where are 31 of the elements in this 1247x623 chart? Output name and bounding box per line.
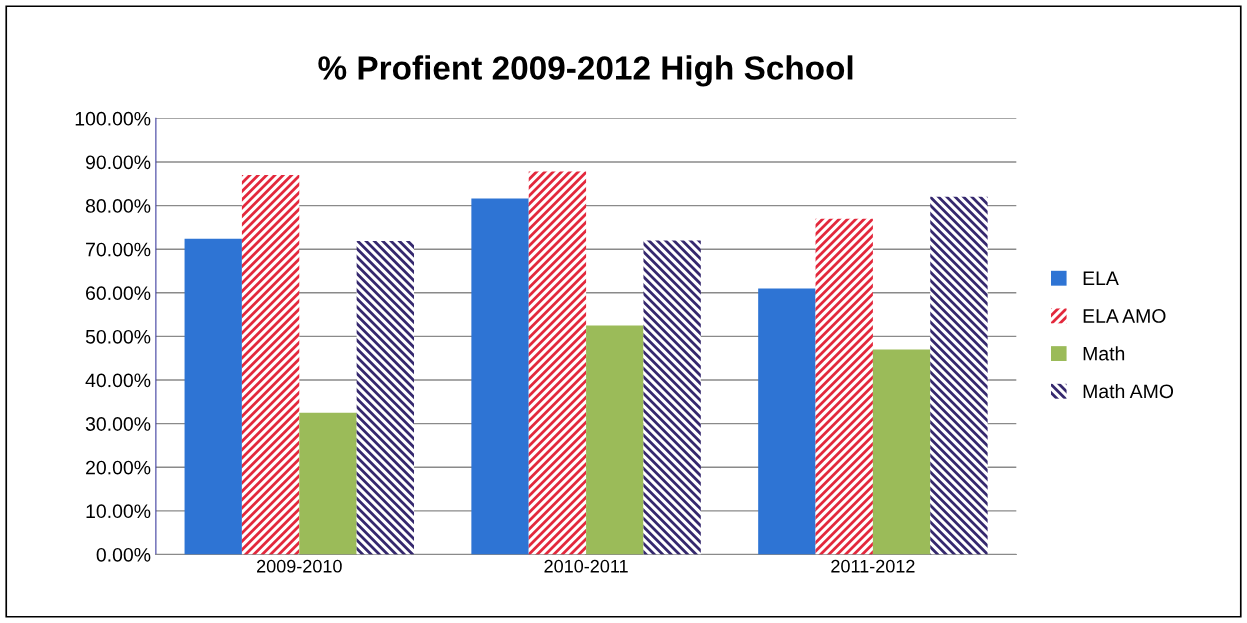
- bar: [930, 196, 988, 555]
- bar: [299, 412, 357, 555]
- y-tick-label: 30.00%: [85, 417, 151, 431]
- bar: [872, 349, 931, 555]
- y-tick-label: 50.00%: [85, 329, 151, 344]
- chart-title: % Profient 2009-2012 High School: [318, 55, 853, 87]
- y-tick-label: 20.00%: [86, 460, 151, 475]
- legend-label: ELA: [1083, 271, 1119, 285]
- bar: [471, 198, 529, 555]
- bar: [184, 238, 242, 555]
- y-tick-label: 80.00%: [85, 199, 151, 213]
- bar: [815, 218, 873, 555]
- y-tick-label: 60.00%: [86, 286, 151, 301]
- y-tick-label: 70.00%: [86, 242, 151, 257]
- x-tick-label: 2011-2012: [831, 559, 915, 573]
- y-tick-label: 10.00%: [86, 504, 151, 519]
- x-tick-label: 2010-2011: [544, 559, 628, 573]
- bar: [643, 240, 701, 555]
- y-tick-label: 100.00%: [75, 111, 151, 126]
- y-tick-label: 0.00%: [96, 547, 151, 562]
- x-tick-label: 2009-2010: [257, 559, 342, 573]
- legend-label: Math AMO: [1083, 383, 1174, 399]
- bar: [758, 288, 816, 555]
- y-tick-label: 40.00%: [85, 373, 151, 388]
- bar: [528, 171, 587, 555]
- bar: [356, 240, 414, 555]
- bar: [241, 175, 300, 555]
- bar: [586, 325, 644, 555]
- legend-label: ELA AMO: [1083, 309, 1166, 323]
- y-tick-label: 90.00%: [85, 155, 151, 170]
- legend-label: Math: [1083, 346, 1125, 361]
